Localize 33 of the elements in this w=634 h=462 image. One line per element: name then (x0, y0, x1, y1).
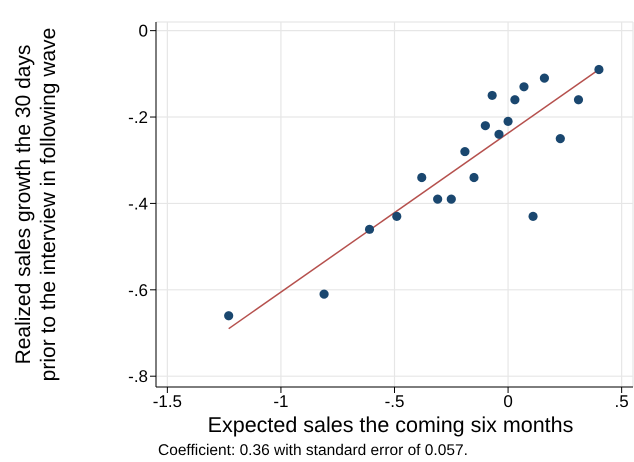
x-tick-label: -1.5 (152, 392, 182, 412)
point (480, 121, 490, 130)
point (469, 172, 479, 182)
point (503, 116, 513, 126)
x-axis-title: Expected sales the coming six months (208, 413, 574, 437)
y-tick-label: -.6 (128, 280, 148, 300)
point (364, 224, 374, 234)
point (224, 311, 234, 320)
point (510, 95, 520, 104)
text: Coefficient: 0.36 with standard error of 0.057. (158, 442, 468, 460)
y-tick-label: -.4 (128, 194, 148, 214)
point (519, 82, 529, 92)
point (574, 95, 584, 104)
x-tick-label: 0 (503, 392, 513, 412)
x-tick-label: -1 (273, 392, 288, 412)
point (528, 212, 538, 221)
point (594, 64, 604, 74)
point (540, 74, 550, 83)
point (556, 134, 565, 144)
point (446, 194, 456, 204)
point (494, 130, 504, 139)
x-tick-label: -.5 (384, 392, 404, 412)
x-tick-label: .5 (614, 392, 629, 412)
y-tick-label: 0 (138, 22, 148, 41)
point (460, 146, 470, 156)
point (417, 172, 426, 182)
point (433, 194, 442, 204)
point (488, 90, 497, 100)
point (319, 290, 329, 299)
point (392, 212, 402, 221)
y-tick-label: -.2 (128, 108, 148, 128)
y-axis-title: Realized sales growth the 30 days prior to the interview in following wave (12, 28, 60, 382)
y-tick-label: -.8 (128, 367, 148, 386)
